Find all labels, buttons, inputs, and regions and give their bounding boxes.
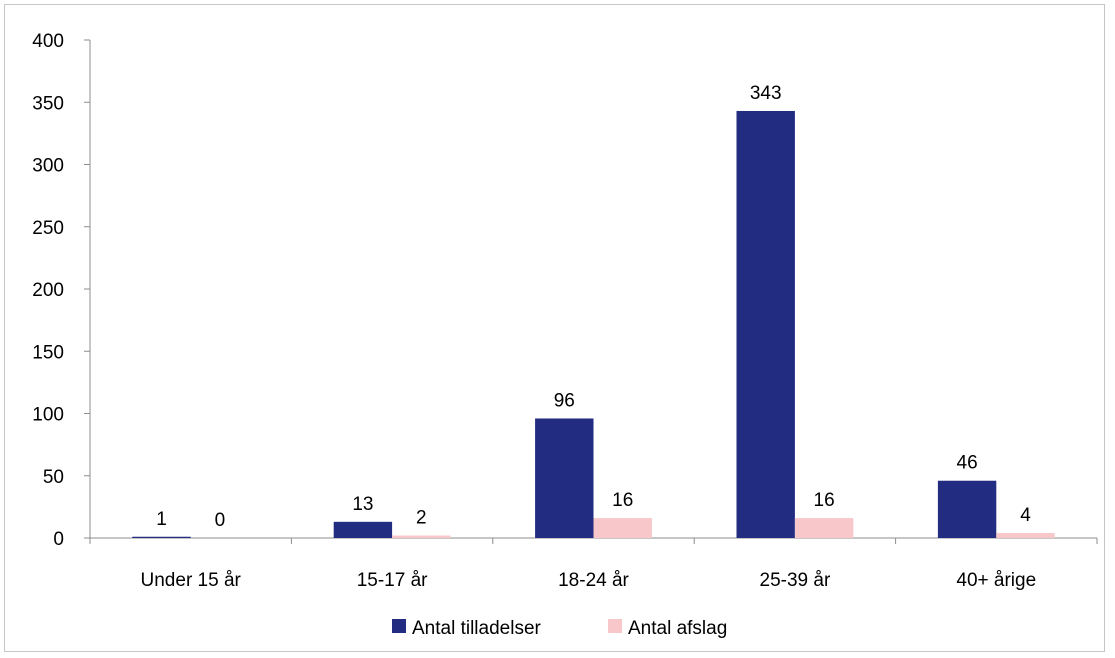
data-label: 4 (1020, 505, 1031, 526)
y-tick-label: 150 (32, 342, 64, 363)
x-category-label: Under 15 år (141, 570, 242, 591)
data-label: 1 (156, 509, 167, 530)
y-tick-label: 300 (32, 156, 64, 177)
y-ticks: 0 50 100 150 200 250 300 350 400 (32, 31, 90, 550)
bar-tilladelser (937, 480, 997, 538)
y-tick-label: 100 (32, 405, 64, 426)
bar-afslag (392, 535, 451, 538)
x-category-label: 15-17 år (357, 570, 428, 591)
x-category-label: 40+ årige (956, 570, 1036, 591)
bar-tilladelser (333, 521, 393, 538)
bar-afslag (996, 533, 1055, 538)
data-label: 16 (814, 490, 835, 511)
data-label: 2 (416, 508, 427, 529)
data-label: 13 (352, 494, 373, 515)
legend-swatch (608, 619, 622, 633)
data-label: 46 (957, 453, 978, 474)
bar-tilladelser (535, 418, 594, 538)
y-tick-label: 200 (32, 280, 64, 301)
data-label: 96 (554, 390, 575, 411)
chart-frame (4, 4, 1105, 652)
legend: Antal tilladelser Antal afslag (392, 618, 727, 639)
data-label: 0 (215, 510, 226, 531)
bar-afslag (593, 518, 652, 538)
bar-afslag (794, 518, 854, 538)
legend-label: Antal afslag (628, 618, 727, 639)
bar-tilladelser (132, 536, 191, 538)
y-tick-label: 50 (43, 467, 64, 488)
y-tick-label: 350 (32, 93, 64, 114)
x-ticks: Under 15 år 15-17 år 18-24 år 25-39 år 40+ å… (89, 538, 1098, 591)
x-category-label: 25-39 år (760, 570, 831, 591)
legend-label: Antal tilladelser (412, 618, 542, 639)
bar-tilladelser (736, 110, 795, 538)
legend-swatch (392, 619, 406, 633)
data-label: 16 (612, 490, 633, 511)
y-tick-label: 400 (32, 31, 64, 52)
bars (132, 110, 1055, 538)
data-labels: 1 0 13 2 96 16 343 16 46 4 (156, 83, 1031, 531)
y-tick-label: 250 (32, 218, 64, 239)
x-category-label: 18-24 år (558, 570, 629, 591)
y-tick-label: 0 (53, 529, 64, 550)
data-label: 343 (750, 83, 782, 104)
